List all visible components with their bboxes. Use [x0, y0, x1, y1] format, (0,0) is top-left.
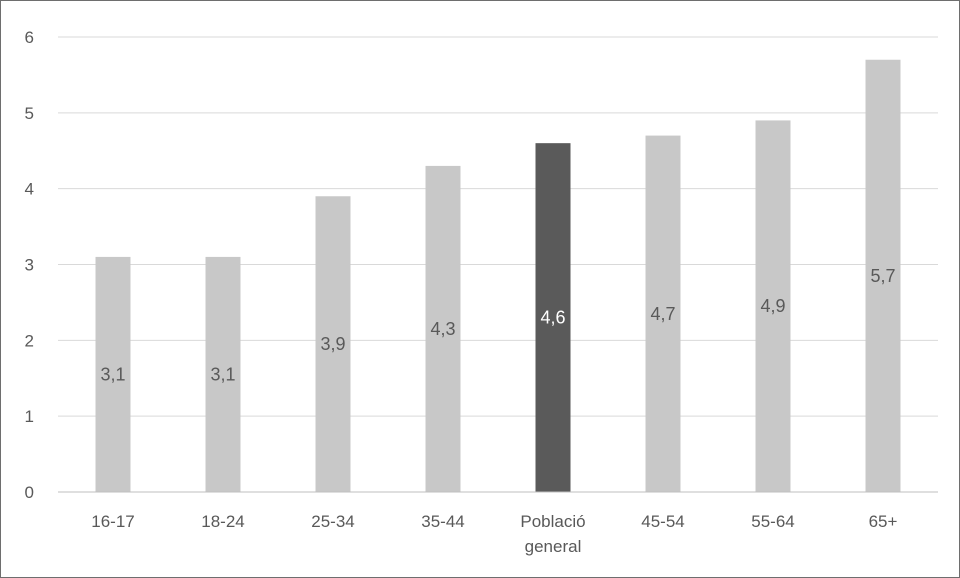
bars — [95, 59, 901, 493]
data-label: 5,7 — [870, 266, 895, 286]
y-tick-label: 5 — [25, 104, 34, 123]
x-tick-label: Població general — [520, 512, 585, 556]
x-tick-label: 45-54 — [641, 512, 684, 531]
y-tick-label: 4 — [25, 180, 34, 199]
bar-població-general — [535, 143, 571, 492]
data-label: 4,9 — [760, 296, 785, 316]
bar-16-17 — [95, 256, 131, 492]
x-tick-label: 55-64 — [751, 512, 794, 531]
x-tick-label: 16-17 — [91, 512, 134, 531]
x-tick-label: 18-24 — [201, 512, 244, 531]
data-labels: 3,1 3,1 3,9 4,3 4,6 4,7 4,9 5,7 — [100, 266, 895, 385]
y-tick-label: 6 — [25, 28, 34, 47]
x-tick-label: 35-44 — [421, 512, 464, 531]
data-label: 3,1 — [210, 364, 235, 384]
y-tick-label: 2 — [25, 331, 34, 350]
bar-65+ — [865, 59, 901, 492]
bar-18-24 — [205, 256, 241, 492]
y-tick-label: 1 — [25, 407, 34, 426]
data-label: 4,3 — [430, 319, 455, 339]
data-label: 4,7 — [650, 304, 675, 324]
y-tick-label: 3 — [25, 256, 34, 275]
bar-25-34 — [315, 196, 351, 492]
y-tick-label: 0 — [25, 483, 34, 502]
gridlines — [58, 36, 938, 417]
x-axis-tick-labels: 16-17 18-24 25-34 35-44 Població general 45-54… — [91, 512, 897, 556]
bar-45-54 — [645, 135, 681, 493]
bar-55-64 — [755, 120, 791, 493]
x-tick-label: 65+ — [869, 512, 898, 531]
y-axis-tick-labels: 0 1 2 3 4 5 6 — [25, 28, 34, 502]
data-label: 3,9 — [320, 334, 345, 354]
data-label: 4,6 — [540, 308, 565, 328]
x-tick-label: 25-34 — [311, 512, 354, 531]
data-label: 3,1 — [100, 364, 125, 384]
bar-35-44 — [425, 165, 461, 492]
